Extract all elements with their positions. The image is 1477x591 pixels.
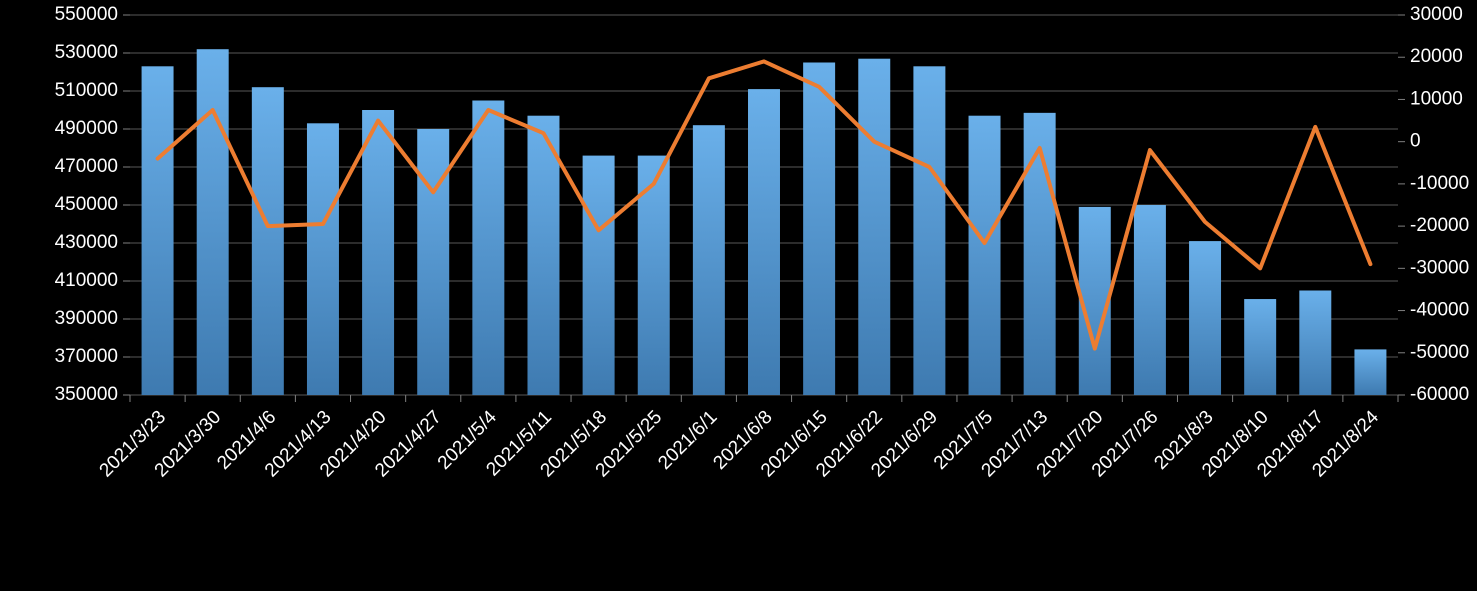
bar bbox=[1354, 349, 1386, 395]
bar bbox=[362, 110, 394, 395]
bar bbox=[1244, 299, 1276, 395]
y-right-tick-label: 10000 bbox=[1410, 88, 1463, 109]
y-left-tick-label: 410000 bbox=[55, 270, 118, 291]
y-left-tick-label: 510000 bbox=[55, 80, 118, 101]
y-right-tick-label: 20000 bbox=[1410, 46, 1463, 67]
y-right-tick-label: -60000 bbox=[1410, 384, 1469, 405]
bar bbox=[527, 116, 559, 395]
bar bbox=[858, 59, 890, 395]
bar bbox=[583, 156, 615, 395]
y-left-tick-label: 390000 bbox=[55, 308, 118, 329]
bar bbox=[197, 49, 229, 395]
bar bbox=[1189, 241, 1221, 395]
y-right-tick-label: 0 bbox=[1410, 131, 1421, 152]
bar bbox=[1299, 291, 1331, 396]
y-left-tick-label: 370000 bbox=[55, 346, 118, 367]
y-left-tick-label: 530000 bbox=[55, 42, 118, 63]
y-left-tick-label: 450000 bbox=[55, 194, 118, 215]
bar bbox=[252, 87, 284, 395]
y-right-tick-label: -10000 bbox=[1410, 173, 1469, 194]
chart-svg: 350000 370000 390000 410000 430000 450000 4700… bbox=[0, 0, 1477, 591]
bar bbox=[417, 129, 449, 395]
dual-axis-bar-line-chart: 350000 370000 390000 410000 430000 450000 4700… bbox=[0, 0, 1477, 591]
bar bbox=[693, 125, 725, 395]
y-left-tick-label: 550000 bbox=[55, 4, 118, 25]
y-right-tick-label: -50000 bbox=[1410, 342, 1469, 363]
bar bbox=[913, 66, 945, 395]
y-right-tick-label: -40000 bbox=[1410, 300, 1469, 321]
y-right-tick-label: 30000 bbox=[1410, 4, 1463, 25]
y-right-tick-label: -20000 bbox=[1410, 215, 1469, 236]
bar bbox=[969, 116, 1001, 395]
bar bbox=[142, 66, 174, 395]
y-left-tick-label: 350000 bbox=[55, 384, 118, 405]
bar bbox=[1134, 205, 1166, 395]
bar bbox=[803, 63, 835, 396]
y-right-tick-label: -30000 bbox=[1410, 257, 1469, 278]
y-left-tick-label: 490000 bbox=[55, 118, 118, 139]
bar bbox=[748, 89, 780, 395]
y-left-tick-label: 430000 bbox=[55, 232, 118, 253]
bar bbox=[307, 123, 339, 395]
y-left-tick-label: 470000 bbox=[55, 156, 118, 177]
bar bbox=[472, 101, 504, 396]
